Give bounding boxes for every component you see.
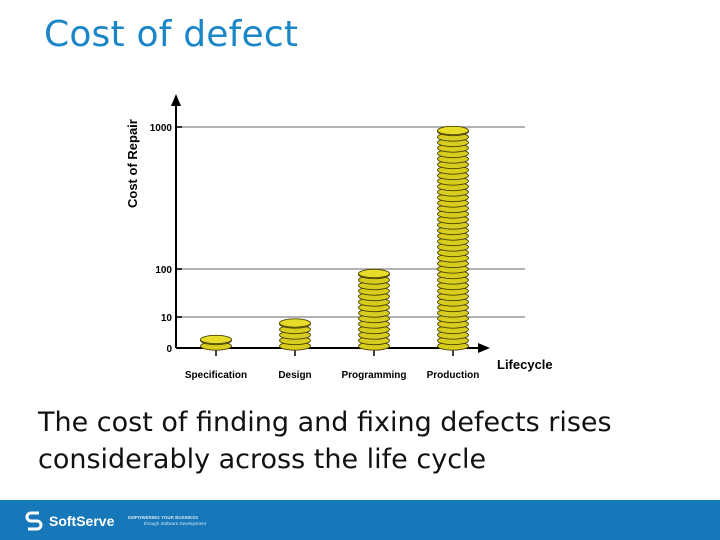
coin-stack-bar [437, 125, 469, 351]
x-tick-label: Specification [185, 370, 247, 381]
coin-stack-bar [358, 268, 390, 351]
x-tick-labels: Specification Design Programming Production [185, 348, 480, 381]
y-tick-label: 100 [155, 265, 172, 276]
brand-name: SoftServe [49, 513, 115, 529]
coin-stack-bar [279, 318, 311, 351]
x-axis-arrow-icon [478, 343, 490, 353]
y-tick-labels: 0 10 100 1000 [150, 123, 182, 355]
slide-title: Cost of defect [44, 14, 299, 55]
x-tick-label: Production [427, 370, 480, 381]
gridlines [176, 126, 525, 318]
y-tick-label: 0 [166, 344, 172, 355]
tagline-line-2: through Software Development [144, 521, 207, 526]
y-tick-label: 1000 [150, 123, 173, 134]
x-axis-label: Lifecycle [497, 357, 553, 372]
tagline-line-1: EMPOWERING YOUR BUSINESS [128, 515, 199, 520]
y-axis-arrow-icon [171, 94, 181, 106]
footer-tagline: EMPOWERING YOUR BUSINESS through Softwar… [128, 515, 206, 527]
x-tick-label: Design [278, 370, 311, 381]
coin-stack-bar [200, 334, 232, 351]
footer-bar: SoftServe [0, 500, 720, 540]
softserve-logo-icon [25, 511, 43, 531]
y-axis-label: Cost of Repair [125, 119, 140, 208]
x-tick-label: Programming [341, 370, 406, 381]
softserve-logo: SoftServe [24, 509, 114, 533]
y-tick-label: 10 [161, 313, 173, 324]
coin-stacks [200, 125, 469, 351]
body-text: The cost of finding and fixing defects r… [38, 407, 612, 475]
